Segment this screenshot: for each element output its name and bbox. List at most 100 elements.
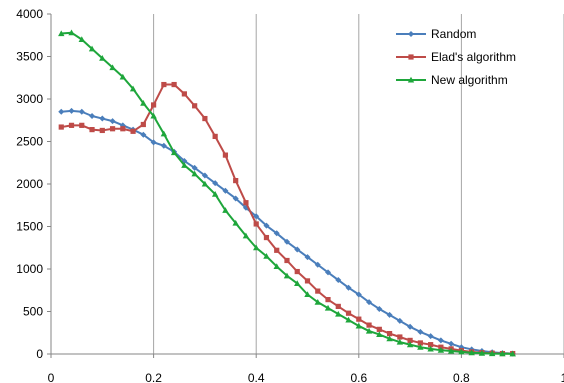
data-point: [222, 187, 229, 194]
data-point: [109, 64, 116, 71]
data-point: [212, 180, 219, 187]
data-point: [201, 180, 209, 187]
data-point: [365, 327, 373, 334]
data-point: [89, 113, 96, 119]
data-point: [232, 219, 239, 226]
data-point: [89, 127, 95, 133]
data-point: [324, 304, 332, 311]
legend-item: Random: [396, 27, 476, 41]
legend-item: New algorithm: [396, 73, 508, 87]
data-point: [129, 85, 137, 92]
data-point: [355, 291, 362, 298]
data-point: [335, 310, 342, 317]
data-point: [376, 326, 382, 332]
data-point: [191, 170, 198, 177]
series-line: [61, 83, 513, 355]
data-point: [509, 350, 516, 357]
data-point: [294, 246, 301, 253]
data-point: [284, 257, 290, 264]
data-point: [283, 272, 291, 279]
y-tick-label: 3500: [16, 50, 43, 64]
data-point: [263, 253, 270, 259]
data-point: [447, 347, 455, 354]
data-point: [386, 311, 393, 318]
data-point: [130, 128, 136, 134]
data-point: [202, 115, 208, 122]
data-point: [160, 142, 167, 149]
data-point: [304, 291, 311, 298]
data-point: [427, 333, 434, 340]
legend-label: Elad's algorithm: [431, 50, 516, 64]
data-point: [68, 122, 75, 128]
data-point: [140, 100, 147, 106]
data-point: [315, 288, 321, 294]
y-tick-label: 4000: [16, 7, 43, 21]
data-point: [325, 297, 331, 303]
series-random: [58, 107, 516, 357]
data-point: [170, 149, 178, 156]
data-point: [119, 122, 126, 129]
y-tick-label: 1500: [16, 220, 43, 234]
data-point: [273, 230, 280, 237]
series-line: [61, 109, 513, 355]
data-point: [376, 331, 383, 338]
legend-swatch-marker: [408, 31, 414, 37]
data-point: [468, 349, 475, 356]
y-tick-label: 1000: [16, 262, 43, 276]
data-point: [119, 73, 127, 80]
data-point: [345, 310, 352, 316]
data-point: [171, 81, 177, 88]
data-point: [356, 316, 362, 322]
legend-label: New algorithm: [431, 73, 508, 87]
data-point: [222, 207, 229, 213]
data-point: [99, 127, 105, 134]
data-point: [78, 36, 85, 43]
data-point: [120, 126, 126, 132]
data-point: [376, 305, 383, 312]
data-point: [160, 130, 168, 137]
data-point: [345, 284, 352, 291]
axes: 0 500 1000 1500 2000 2500 3000 3500 4000 0 0.2 0.4 0…: [16, 7, 564, 383]
data-point: [437, 337, 444, 344]
data-point: [345, 316, 352, 323]
data-point: [58, 108, 65, 115]
data-point: [458, 348, 465, 355]
x-tick-label: 0.2: [145, 371, 162, 383]
data-point: [366, 322, 372, 328]
data-point: [366, 299, 373, 306]
data-point: [417, 328, 424, 335]
data-point: [314, 261, 321, 268]
data-point: [140, 121, 146, 128]
data-point: [448, 340, 455, 347]
data-point: [407, 337, 413, 343]
data-point: [151, 102, 157, 108]
data-point: [274, 247, 280, 253]
data-point: [253, 221, 259, 227]
data-point: [253, 244, 260, 251]
data-point: [232, 195, 239, 202]
data-point: [58, 30, 65, 37]
data-point: [396, 317, 403, 324]
data-point: [263, 234, 270, 241]
data-point: [407, 323, 414, 330]
data-point: [161, 81, 167, 88]
data-point: [192, 103, 198, 109]
data-point: [386, 331, 393, 337]
data-point: [88, 45, 96, 52]
x-tick-label: 0: [48, 371, 55, 383]
data-point: [211, 191, 219, 197]
data-point: [109, 118, 116, 125]
series-new-algorithm: [58, 29, 516, 357]
data-point: [499, 350, 506, 357]
data-point: [273, 263, 280, 270]
data-point: [99, 55, 106, 61]
grid-lines: [153, 14, 564, 354]
x-tick-label: 1: [561, 371, 564, 383]
data-point: [181, 91, 187, 97]
data-point: [201, 172, 208, 179]
data-point: [263, 222, 270, 229]
series-layer: [58, 29, 516, 357]
data-point: [233, 178, 239, 184]
data-point: [68, 29, 75, 36]
